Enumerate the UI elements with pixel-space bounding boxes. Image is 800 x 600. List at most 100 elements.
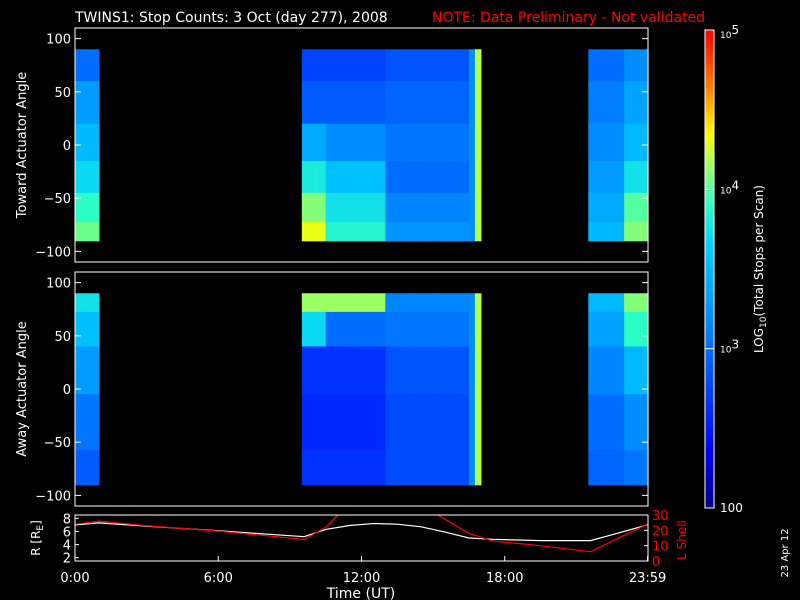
heatmap-cell (618, 160, 625, 194)
heatmap-cell (468, 81, 476, 125)
heatmap-cell (355, 160, 363, 194)
heatmap-cell (642, 81, 649, 125)
heatmap-cell (624, 49, 631, 82)
y-tick-label: 50 (54, 330, 71, 345)
heatmap-cell (319, 160, 327, 194)
heatmap-cell (642, 450, 649, 486)
heatmap-cell (355, 49, 363, 82)
heatmap-cell (457, 346, 464, 395)
heatmap-cell (319, 222, 327, 242)
colorbar-tick-label: 105 (720, 23, 739, 41)
heatmap-cell (451, 160, 458, 194)
heatmap-cell (594, 81, 601, 125)
heatmap-cell (397, 192, 404, 223)
heatmap-cell (427, 293, 434, 313)
heatmap-cell (457, 123, 464, 162)
heatmap-cell (462, 81, 470, 125)
heatmap-cell (343, 293, 351, 313)
heatmap-cell (397, 49, 404, 82)
heatmap-cell (409, 49, 416, 82)
heatmap-cell (433, 160, 440, 194)
y-tick-label: 0 (63, 383, 71, 398)
heatmap-cell (397, 81, 404, 125)
heatmap-cell (367, 81, 375, 125)
l-shell-lines (75, 515, 648, 553)
heatmap-cell (379, 160, 386, 194)
heatmap-cell (606, 81, 613, 125)
heatmap-cell (439, 192, 446, 223)
heatmap-cell (343, 123, 351, 162)
heatmap-cell (325, 49, 333, 82)
heatmap-cell (373, 450, 381, 486)
toward-y-ticks: 100 50 0 −50 −100 (35, 33, 648, 260)
heatmap-cell (624, 450, 631, 486)
heatmap-cell (367, 192, 375, 223)
heatmap-cell (319, 192, 327, 223)
heatmap-cell (457, 49, 464, 82)
heatmap-cell (606, 293, 613, 313)
heatmap-cell (349, 311, 357, 348)
y-tick-label: −50 (44, 192, 71, 207)
heatmap-cell (301, 81, 309, 125)
heatmap-cell (636, 394, 643, 451)
heatmap-cell (624, 293, 631, 313)
heatmap-cell (624, 192, 631, 223)
heatmap-cell (385, 311, 392, 348)
heatmap-cell (367, 123, 375, 162)
heatmap-cell (349, 81, 357, 125)
y-tick-label: 0 (63, 139, 71, 154)
heatmap-cell (451, 311, 458, 348)
heatmap-cell (451, 123, 458, 162)
heatmap-cell (451, 81, 458, 125)
heatmap-cell (439, 394, 446, 451)
heatmap-cell (594, 49, 601, 82)
heatmap-cell (612, 311, 619, 348)
heatmap-cell (307, 346, 315, 395)
heatmap-cell (468, 192, 476, 223)
colorbar-ticks: 105 104 103 100 (705, 23, 743, 515)
heatmap-cell (331, 192, 339, 223)
heatmap-cell (618, 192, 625, 223)
heatmap-cell (427, 222, 434, 242)
heatmap-cell (468, 160, 476, 194)
heatmap-cell (630, 222, 637, 242)
heatmap-cell (92, 394, 100, 451)
heatmap-cell (445, 293, 452, 313)
x-tick-label: 6:00 (204, 571, 233, 586)
heatmap-cell (337, 394, 345, 451)
heatmap-cell (624, 346, 631, 395)
heatmap-cell (403, 81, 410, 125)
y-tick-label: −100 (35, 489, 71, 504)
heatmap-cell (92, 192, 100, 223)
heatmap-cell (439, 311, 446, 348)
heatmap-cell (355, 450, 363, 486)
heatmap-cell (439, 49, 446, 82)
heatmap-cell (307, 311, 315, 348)
heatmap-cell (427, 123, 434, 162)
heatmap-cell (385, 346, 392, 395)
heatmap-cell (75, 222, 82, 242)
heatmap-cell (337, 160, 345, 194)
heatmap-cell (462, 450, 470, 486)
heatmap-cell (349, 346, 357, 395)
heatmap-cell (630, 293, 637, 313)
heatmap-cell (331, 346, 339, 395)
heatmap-cell (636, 49, 643, 82)
heatmap-cell (331, 81, 339, 125)
heatmap-cell (594, 394, 601, 451)
heatmap-cell (373, 311, 381, 348)
heatmap-cell (409, 293, 416, 313)
heatmap-cell (331, 293, 339, 313)
heatmap-cell (462, 123, 470, 162)
heatmap-cell (474, 123, 482, 162)
heatmap-cell (373, 160, 381, 194)
heatmap-cell (367, 293, 375, 313)
heatmap-cell (468, 293, 476, 313)
colorbar-label: LOG10(Total Stops per Scan) (752, 185, 769, 353)
heatmap-cell (75, 311, 82, 348)
heatmap-cell (331, 49, 339, 82)
heatmap-cell (594, 346, 601, 395)
heatmap-cell (92, 49, 100, 82)
heatmap-cell (75, 160, 82, 194)
heatmap-cell (421, 311, 428, 348)
